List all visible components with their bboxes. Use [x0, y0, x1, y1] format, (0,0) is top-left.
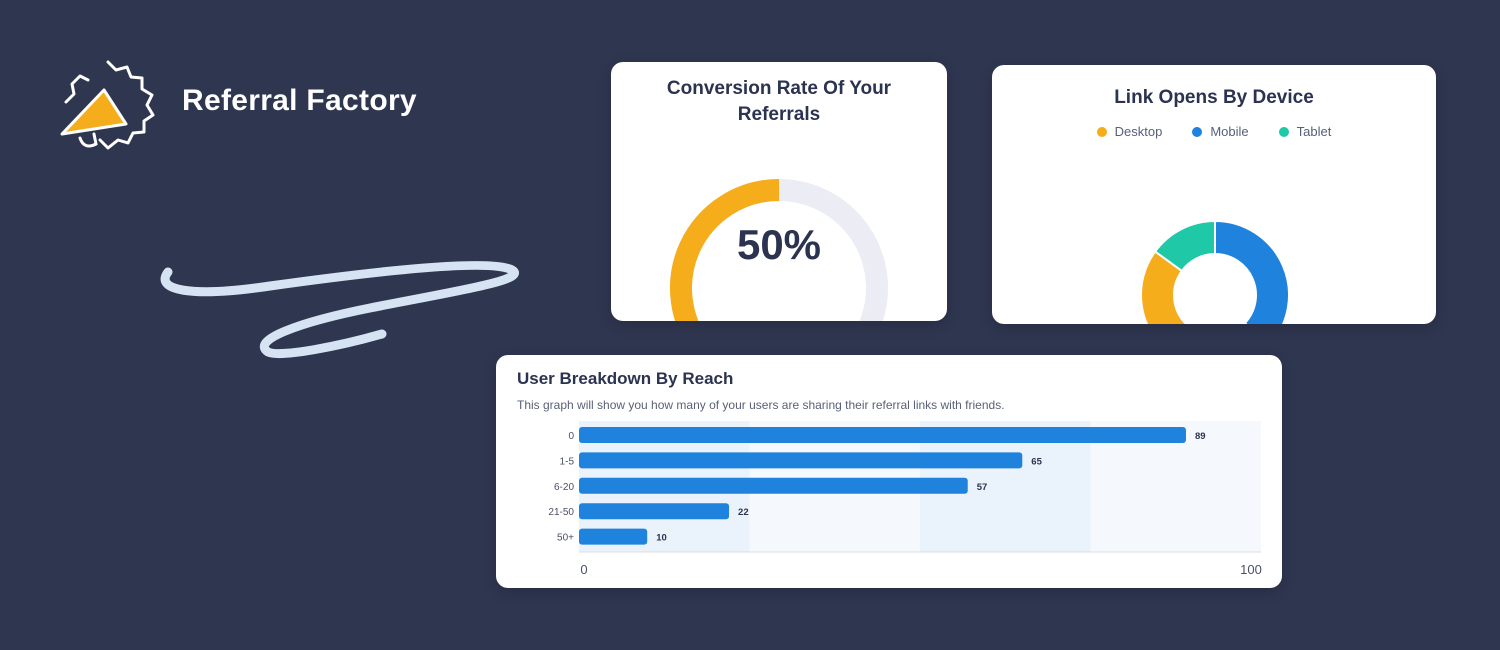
legend-dot-tablet [1278, 126, 1289, 137]
bar-chart-subtitle: This graph will show you how many of you… [517, 398, 1005, 412]
bar-value-label: 89 [1195, 431, 1206, 442]
bar-6-20[interactable] [579, 477, 968, 494]
conversion-rate-card: 50% Conversion Rate Of Your Referrals [611, 62, 947, 321]
bar-50+[interactable] [579, 528, 648, 545]
legend-item-tablet[interactable]: Tablet [1278, 124, 1332, 139]
brand-name: Referral Factory [182, 84, 417, 117]
device-donut-chart [1140, 219, 1290, 324]
donut-slice-desktop[interactable] [1140, 250, 1269, 324]
x-tick-label: 0 [580, 562, 587, 577]
megaphone-badge-icon [60, 60, 155, 150]
donut-slice-mobile[interactable] [1214, 219, 1290, 324]
legend-dot-mobile [1192, 126, 1203, 137]
bar-0[interactable] [579, 427, 1186, 443]
gauge-fill [670, 179, 780, 321]
bar-21-50[interactable] [579, 503, 730, 520]
bar-value-label: 22 [738, 507, 749, 518]
legend-item-mobile[interactable]: Mobile [1192, 124, 1249, 139]
bar-value-label: 57 [977, 482, 988, 493]
link-opens-card: Link Opens By Device Desktop Mobile Tabl… [992, 65, 1436, 324]
donut-legend: Desktop Mobile Tablet [992, 124, 1436, 139]
legend-label-desktop: Desktop [1114, 124, 1163, 139]
user-breakdown-card: User Breakdown By Reach This graph will … [496, 355, 1282, 588]
category-label: 6-20 [554, 482, 574, 493]
category-label: 1-5 [560, 456, 575, 467]
category-label: 21-50 [548, 507, 574, 518]
category-label: 50+ [557, 533, 574, 544]
bar-value-label: 65 [1031, 456, 1042, 467]
legend-label-tablet: Tablet [1296, 124, 1332, 139]
donut-title: Link Opens By Device [1114, 87, 1314, 108]
bar-value-label: 10 [656, 533, 667, 544]
bar-chart-title: User Breakdown By Reach [517, 369, 734, 388]
decorative-swoosh [160, 260, 519, 359]
donut-slice-tablet[interactable] [1153, 219, 1216, 273]
bar-1-5[interactable] [579, 452, 1023, 469]
legend-item-desktop[interactable]: Desktop [1096, 124, 1163, 139]
gauge-value: 50% [737, 221, 821, 268]
category-label: 0 [568, 431, 574, 442]
legend-dot-desktop [1096, 126, 1107, 137]
gauge-title: Conversion Rate Of Your Referrals [666, 78, 892, 125]
x-tick-label: 100 [1240, 562, 1262, 577]
conversion-gauge: 50% [670, 179, 888, 321]
legend-label-mobile: Mobile [1210, 124, 1249, 139]
